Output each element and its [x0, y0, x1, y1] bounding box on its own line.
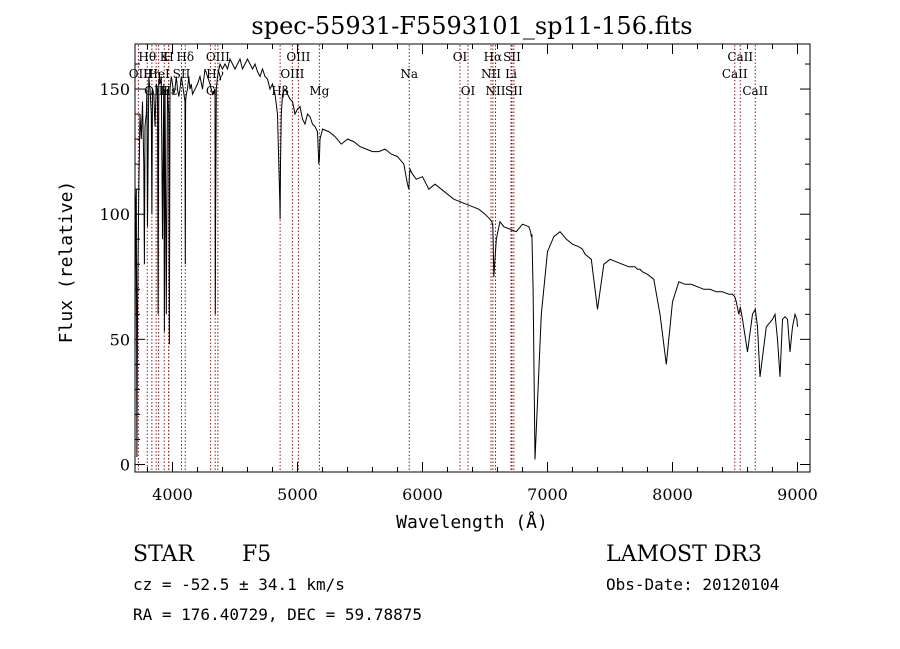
x-tick-label-1: 5000 [277, 485, 318, 504]
line-label-12: Hγ [206, 67, 224, 81]
line-label-18: OI [453, 50, 468, 64]
coordinates-text: RA = 176.40729, DEC = 59.78875 [133, 605, 422, 624]
line-label-3: HeI [147, 67, 170, 81]
x-axis-ticks: 4000 5000 6000 7000 8000 9000 [147, 44, 818, 504]
line-label-26: CaII [722, 67, 748, 81]
line-label-2: Hη [143, 67, 161, 81]
line-label-16: Mg [309, 84, 329, 98]
line-label-21: Hα [484, 50, 503, 64]
line-label-17: Na [400, 67, 418, 81]
line-label-8: Hδ [176, 50, 194, 64]
x-tick-label-0: 4000 [152, 485, 193, 504]
line-label-25: SII [505, 84, 523, 98]
chart-title: spec-55931-F5593101_sp11-156.fits [251, 12, 692, 40]
line-label-13: Hβ [271, 84, 288, 98]
survey-name: LAMOST DR3 [606, 542, 762, 567]
y-tick-label-1: 50 [110, 330, 130, 349]
spectrum-series [134, 57, 798, 460]
y-tick-label-2: 100 [99, 205, 130, 224]
line-label-11: OIII [206, 50, 230, 64]
x-tick-label-3: 7000 [527, 485, 568, 504]
line-label-7: H [163, 50, 173, 64]
line-label-24: SII [503, 50, 521, 64]
line-label-20: NII [481, 67, 501, 81]
line-label-28: CaII [742, 84, 768, 98]
line-label-10: G [206, 84, 216, 98]
line-label-22: NII [486, 84, 506, 98]
x-axis-label: Wavelength (Å) [396, 511, 548, 533]
line-label-27: CaII [727, 50, 753, 64]
line-label-9: SII [173, 67, 191, 81]
line-label-15: OIII [286, 50, 310, 64]
object-subclass: F5 [242, 542, 271, 567]
y-axis-ticks: 0 50 100 150 [99, 63, 810, 474]
emission-line-markers [137, 45, 756, 471]
line-label-6: K [160, 50, 170, 64]
line-label-14: OIII [280, 67, 304, 81]
line-label-1: OII [129, 67, 149, 81]
line-label-0: Hθ [138, 50, 156, 64]
line-label-23: Li [505, 67, 517, 81]
x-tick-label-4: 8000 [652, 485, 693, 504]
x-tick-label-2: 6000 [402, 485, 443, 504]
y-tick-label-3: 150 [99, 80, 130, 99]
object-class: STAR [133, 542, 195, 567]
velocity-text: cz = -52.5 ± 34.1 km/s [133, 575, 345, 594]
x-tick-label-5: 9000 [777, 485, 818, 504]
plot-frame [134, 43, 811, 473]
y-tick-label-0: 0 [120, 455, 130, 474]
obs-date-text: Obs-Date: 20120104 [606, 575, 779, 594]
line-label-19: OI [461, 84, 476, 98]
y-axis-label: Flux (relative) [56, 181, 77, 344]
